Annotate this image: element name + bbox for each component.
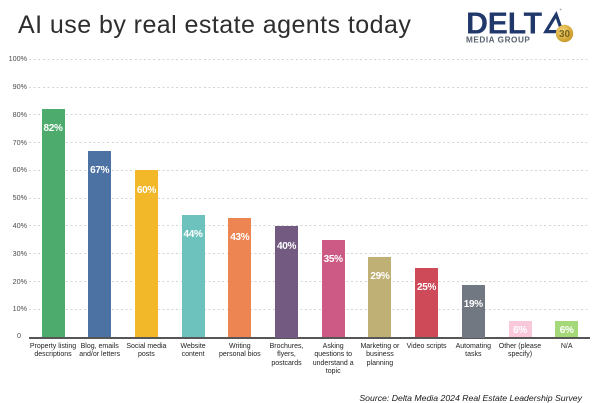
svg-text:DELT: DELT [466,8,543,41]
svg-text:30: 30 [559,29,571,40]
svg-text:MEDIA GROUP: MEDIA GROUP [466,35,530,44]
